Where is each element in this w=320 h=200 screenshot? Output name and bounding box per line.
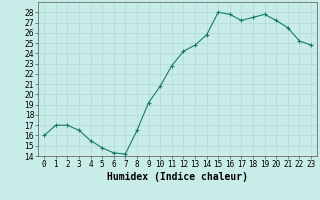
X-axis label: Humidex (Indice chaleur): Humidex (Indice chaleur)	[107, 172, 248, 182]
